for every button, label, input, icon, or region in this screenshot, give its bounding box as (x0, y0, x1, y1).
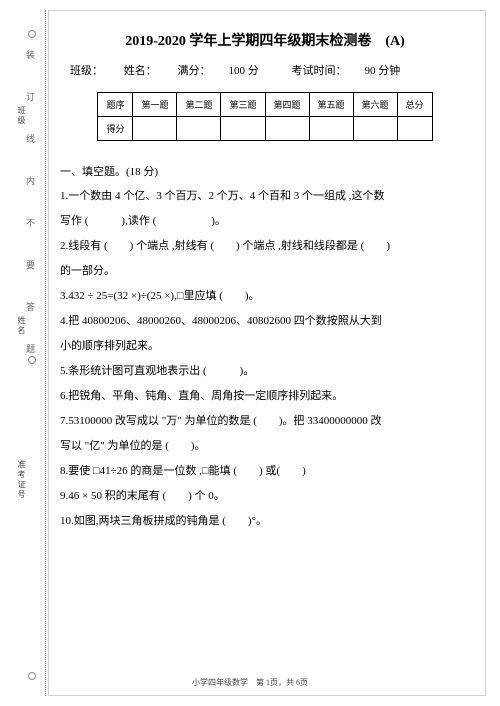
q4: 4.把 40800206、48000260、48000206、40802600 … (60, 310, 470, 332)
binding-label-id: 准考证号 (16, 460, 27, 500)
time-value: 90 分钟 (365, 65, 401, 77)
fullscore-label: 满分： (178, 65, 211, 77)
q6: 6.把锐角、平角、钝角、直角、周角按一定顺序排列起来。 (60, 385, 470, 407)
binding-margin: 班级 姓名 准考证号 装 订 线 内 不 要 答 题 (10, 10, 46, 696)
exam-title: 2019-2020 学年上学期四年级期末检测卷 (A) (60, 30, 470, 50)
score-cell (133, 117, 177, 141)
score-table-header: 题序 第一题 第二题 第三题 第四题 第五题 第六题 总分 (98, 93, 432, 117)
q3: 3.432 ÷ 25=(32 ×)÷(25 ×),□里应填 ( )。 (60, 285, 470, 307)
th-3: 第三题 (221, 93, 265, 117)
page-footer: 小学四年级数学 第 1页，共 6页 (0, 677, 500, 688)
score-cell (309, 117, 353, 141)
score-cell (397, 117, 432, 141)
q1: 1.一个数由 4 个亿、3 个百万、2 个万、4 个百和 3 个一组成 ,这个数 (60, 185, 470, 207)
binding-seal-text: 装 订 线 内 不 要 答 题 (24, 50, 37, 365)
score-cell (353, 117, 397, 141)
th-7: 总分 (397, 93, 432, 117)
exam-info-row: 班级： 姓名： 满分： 100 分 考试时间： 90 分钟 (60, 62, 470, 78)
name-label: 姓名： (124, 65, 157, 77)
th-6: 第六题 (353, 93, 397, 117)
q10: 10.如图,两块三角板拼成的钝角是 ( )°。 (60, 510, 470, 532)
q2b: 的一部分。 (60, 260, 470, 282)
fullscore-value: 100 分 (229, 65, 259, 77)
q8: 8.要使 □41÷26 的商是一位数 ,□能填 ( ) 或( ) (60, 460, 470, 482)
th-5: 第五题 (309, 93, 353, 117)
q4b: 小的顺序排列起来。 (60, 335, 470, 357)
th-2: 第二题 (177, 93, 221, 117)
score-cell (265, 117, 309, 141)
content-area: 2019-2020 学年上学期四年级期末检测卷 (A) 班级： 姓名： 满分： 1… (60, 30, 470, 676)
time-label: 考试时间： (292, 65, 347, 77)
score-table: 题序 第一题 第二题 第三题 第四题 第五题 第六题 总分 得分 (97, 92, 432, 141)
q7: 7.53100000 改写成以 "万" 为单位的数是 ( )。把 3340000… (60, 410, 470, 432)
binding-hole (28, 30, 36, 38)
score-cell (221, 117, 265, 141)
th-0: 题序 (98, 93, 133, 117)
q2: 2.线段有 ( ) 个端点 ,射线有 ( ) 个端点 ,射线和线段都是 ( ) (60, 235, 470, 257)
section-1-title: 一、填空题。(18 分) (60, 163, 470, 179)
q9: 9.46 × 50 积的末尾有 ( ) 个 0。 (60, 485, 470, 507)
score-table-row: 得分 (98, 117, 432, 141)
q5: 5.条形统计图可直观地表示出 ( )。 (60, 360, 470, 382)
q1b: 写作 ( ),读作 ( )。 (60, 210, 470, 232)
th-4: 第四题 (265, 93, 309, 117)
th-1: 第一题 (133, 93, 177, 117)
q7b: 写以 "亿" 为单位的是 ( )。 (60, 435, 470, 457)
class-label: 班级： (70, 65, 103, 77)
row-label: 得分 (98, 117, 133, 141)
score-cell (177, 117, 221, 141)
